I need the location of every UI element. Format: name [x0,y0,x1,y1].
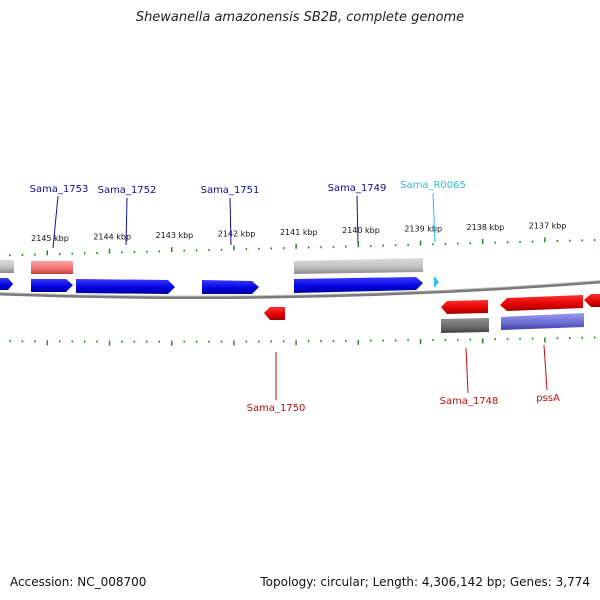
tick-labels: 2145 kbp 2144 kbp 2143 kbp 2142 kbp 2141 kbp… [31,221,566,243]
cds-arrow[interactable] [584,294,600,307]
pink-feature[interactable] [31,261,73,274]
gene-leader-line [229,197,232,246]
gene-label[interactable]: Sama_1749 [328,183,387,194]
forward-features [0,258,439,294]
gene-leader-line [465,347,469,394]
gray-feature[interactable] [0,260,14,273]
cds-arrow[interactable] [500,295,583,311]
gene-label[interactable]: Sama_1753 [30,184,89,195]
gene-labels: Sama_1753 Sama_1752 Sama_1751 Sama_1749 Sama… [30,180,560,414]
cds-arrow[interactable] [441,300,488,314]
cds-arrow[interactable] [0,278,13,290]
dark-gray-feature[interactable] [441,318,489,333]
tick-label: 2141 kbp [280,228,318,237]
tick-label: 2142 kbp [218,229,256,238]
cds-arrow[interactable] [31,279,73,292]
rna-arrow[interactable] [434,276,439,288]
outer-tick-ring [9,237,596,257]
tick-label: 2140 kbp [342,226,380,235]
gene-label[interactable]: Sama_1751 [201,185,260,196]
gene-leader-line [543,344,548,391]
tick-label: 2139 kbp [404,225,442,234]
gene-label[interactable]: Sama_1750 [247,403,306,414]
tick-label: 2145 kbp [31,234,69,243]
map-title: Shewanella amazonensis SB2B, complete ge… [135,10,465,25]
genome-backbone-highlight [0,280,600,297]
tick-label: 2143 kbp [156,231,194,240]
inner-tick-ring [9,336,596,346]
gene-leader-line [52,195,59,249]
cds-arrow[interactable] [202,280,259,294]
gray-feature[interactable] [294,258,423,274]
accession-text: Accession: NC_008700 [10,575,147,589]
tick-label: 2138 kbp [467,223,505,232]
genome-summary-text: Topology: circular; Length: 4,306,142 bp… [260,575,590,589]
tick-label: 2144 kbp [93,233,131,242]
purple-feature[interactable] [501,313,584,330]
genome-backbone [0,280,600,300]
cds-arrow[interactable] [76,279,175,294]
gene-leader-line [125,197,128,246]
cds-arrow[interactable] [264,307,285,320]
gene-leader-line [356,195,359,244]
tick-label: 2137 kbp [529,221,567,230]
cds-arrow[interactable] [294,277,423,293]
gene-label[interactable]: Sama_1748 [440,396,499,407]
gene-label[interactable]: Sama_1752 [98,185,157,196]
gene-label[interactable]: pssA [536,393,560,404]
reverse-features [264,294,600,333]
gene-leader-line [432,192,436,243]
gene-label[interactable]: Sama_R0065 [400,180,466,191]
